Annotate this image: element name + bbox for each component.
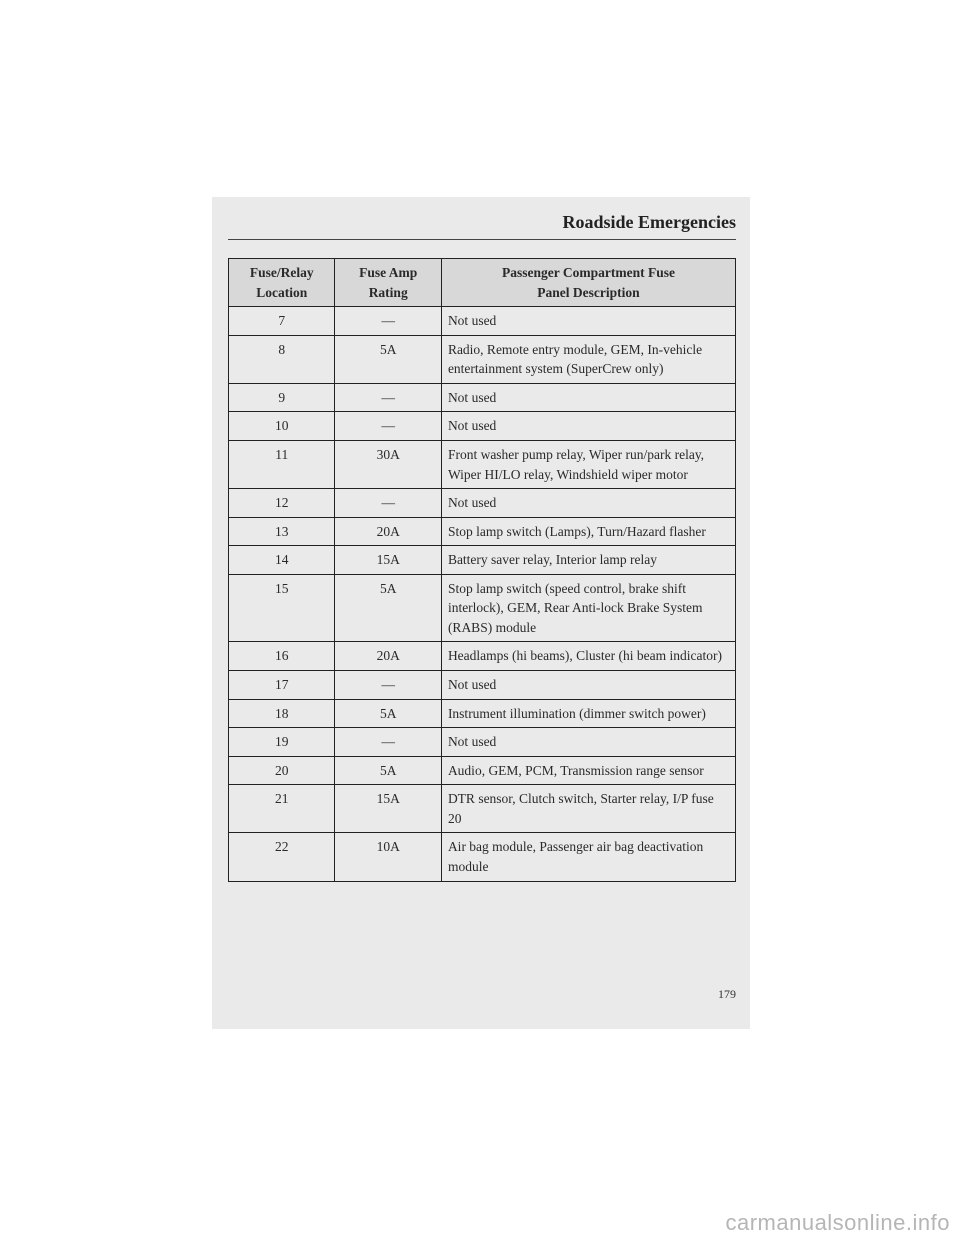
cell-location: 20 (229, 756, 335, 785)
table-header-row: Fuse/Relay Location Fuse Amp Rating Pass… (229, 259, 736, 307)
cell-desc: Not used (441, 383, 735, 412)
table-row: 10—Not used (229, 412, 736, 441)
table-row: 7—Not used (229, 307, 736, 336)
cell-amp: 5A (335, 699, 441, 728)
cell-amp: 30A (335, 440, 441, 488)
cell-amp: — (335, 489, 441, 518)
cell-location: 7 (229, 307, 335, 336)
cell-location: 13 (229, 517, 335, 546)
table-row: 85ARadio, Remote entry module, GEM, In-v… (229, 335, 736, 383)
cell-location: 8 (229, 335, 335, 383)
cell-location: 22 (229, 833, 335, 881)
heading-divider (228, 239, 736, 240)
cell-amp: — (335, 728, 441, 757)
cell-amp: 15A (335, 785, 441, 833)
cell-desc: DTR sensor, Clutch switch, Starter relay… (441, 785, 735, 833)
header-desc-l2: Panel Description (537, 285, 639, 300)
cell-desc: Audio, GEM, PCM, Transmission range sens… (441, 756, 735, 785)
header-location-l1: Fuse/Relay (250, 265, 314, 280)
table-row: 19—Not used (229, 728, 736, 757)
cell-desc: Headlamps (hi beams), Cluster (hi beam i… (441, 642, 735, 671)
table-row: 2210AAir bag module, Passenger air bag d… (229, 833, 736, 881)
header-location-l2: Location (256, 285, 307, 300)
cell-location: 10 (229, 412, 335, 441)
table-row: 185AInstrument illumination (dimmer swit… (229, 699, 736, 728)
table-row: 2115ADTR sensor, Clutch switch, Starter … (229, 785, 736, 833)
cell-location: 17 (229, 671, 335, 700)
cell-location: 21 (229, 785, 335, 833)
page-content: Roadside Emergencies Fuse/Relay Location… (228, 212, 736, 882)
cell-location: 14 (229, 546, 335, 575)
cell-desc: Front washer pump relay, Wiper run/park … (441, 440, 735, 488)
watermark: carmanualsonline.info (725, 1210, 950, 1236)
cell-amp: 20A (335, 642, 441, 671)
header-amp: Fuse Amp Rating (335, 259, 441, 307)
cell-desc: Not used (441, 728, 735, 757)
cell-location: 19 (229, 728, 335, 757)
cell-desc: Not used (441, 671, 735, 700)
header-desc: Passenger Compartment Fuse Panel Descrip… (441, 259, 735, 307)
section-heading: Roadside Emergencies (228, 212, 736, 239)
table-row: 205AAudio, GEM, PCM, Transmission range … (229, 756, 736, 785)
cell-desc: Not used (441, 489, 735, 518)
cell-location: 12 (229, 489, 335, 518)
cell-desc: Stop lamp switch (speed control, brake s… (441, 574, 735, 642)
cell-amp: 5A (335, 574, 441, 642)
table-row: 1415ABattery saver relay, Interior lamp … (229, 546, 736, 575)
table-row: 1320AStop lamp switch (Lamps), Turn/Haza… (229, 517, 736, 546)
cell-amp: — (335, 307, 441, 336)
header-amp-l1: Fuse Amp (359, 265, 417, 280)
table-row: 17—Not used (229, 671, 736, 700)
cell-desc: Air bag module, Passenger air bag deacti… (441, 833, 735, 881)
cell-location: 15 (229, 574, 335, 642)
header-location: Fuse/Relay Location (229, 259, 335, 307)
cell-amp: 15A (335, 546, 441, 575)
cell-desc: Instrument illumination (dimmer switch p… (441, 699, 735, 728)
cell-desc: Not used (441, 412, 735, 441)
cell-amp: — (335, 671, 441, 700)
cell-amp: 10A (335, 833, 441, 881)
fuse-table-body: 7—Not used85ARadio, Remote entry module,… (229, 307, 736, 881)
table-row: 155AStop lamp switch (speed control, bra… (229, 574, 736, 642)
cell-amp: — (335, 383, 441, 412)
cell-amp: 5A (335, 756, 441, 785)
header-amp-l2: Rating (369, 285, 408, 300)
cell-desc: Not used (441, 307, 735, 336)
table-row: 12—Not used (229, 489, 736, 518)
table-row: 9—Not used (229, 383, 736, 412)
cell-desc: Stop lamp switch (Lamps), Turn/Hazard fl… (441, 517, 735, 546)
table-row: 1130AFront washer pump relay, Wiper run/… (229, 440, 736, 488)
cell-desc: Battery saver relay, Interior lamp relay (441, 546, 735, 575)
cell-location: 11 (229, 440, 335, 488)
cell-amp: 20A (335, 517, 441, 546)
cell-amp: — (335, 412, 441, 441)
fuse-table: Fuse/Relay Location Fuse Amp Rating Pass… (228, 258, 736, 882)
cell-desc: Radio, Remote entry module, GEM, In-vehi… (441, 335, 735, 383)
page-number: 179 (718, 987, 736, 1002)
table-row: 1620AHeadlamps (hi beams), Cluster (hi b… (229, 642, 736, 671)
cell-location: 9 (229, 383, 335, 412)
cell-amp: 5A (335, 335, 441, 383)
cell-location: 18 (229, 699, 335, 728)
cell-location: 16 (229, 642, 335, 671)
header-desc-l1: Passenger Compartment Fuse (502, 265, 675, 280)
